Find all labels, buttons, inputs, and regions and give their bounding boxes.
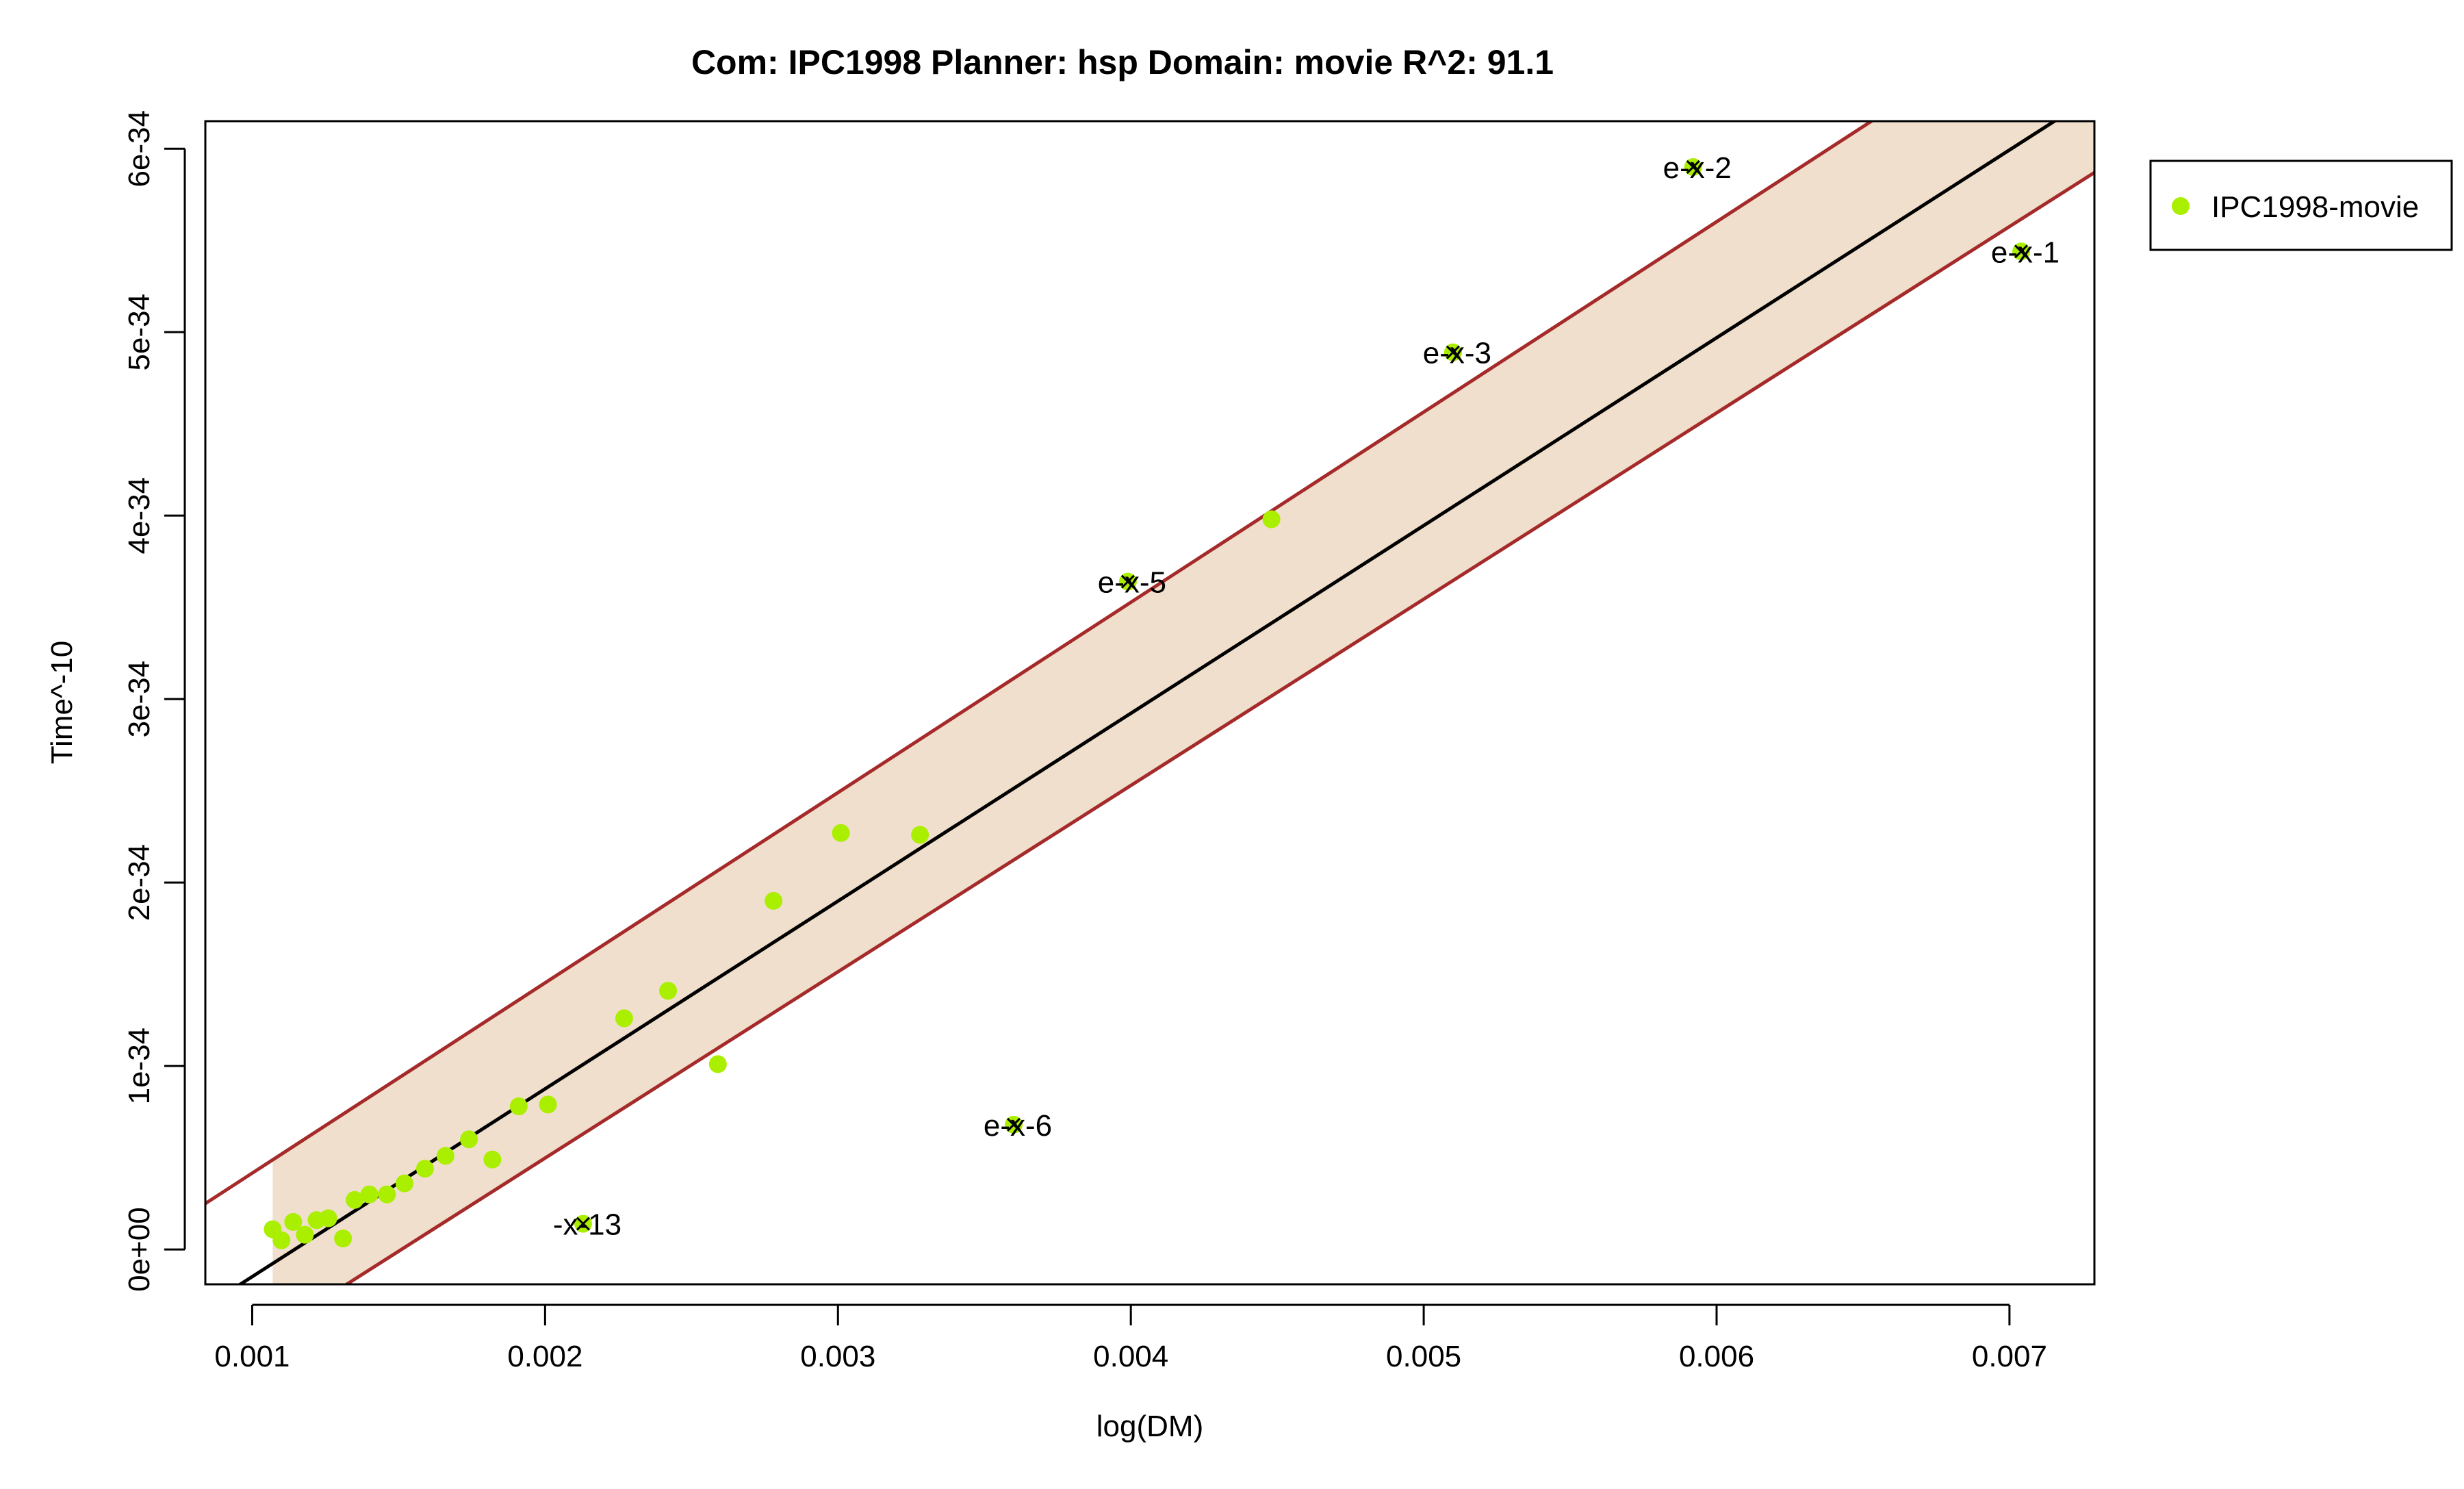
y-axis: 0e+00 1e-34 2e-34 3e-34 4e-34 5e-34 6e-34 (123, 110, 186, 1292)
data-point (460, 1130, 478, 1149)
outlier-annotation: e-x-1 (1991, 236, 2059, 269)
outlier-x-marker (1120, 574, 1135, 589)
outlier-label: e-x-1 (1991, 236, 2059, 269)
x-tick-label: 0.007 (1972, 1340, 2047, 1373)
data-point (483, 1150, 502, 1169)
data-point (765, 891, 783, 910)
x-tick-label: 0.003 (800, 1340, 875, 1373)
lower-band-line (343, 170, 2094, 1284)
legend-entry: IPC1998-movie (2211, 190, 2419, 224)
fit-line (237, 121, 2058, 1284)
data-point (615, 1009, 633, 1028)
x-tick-label: 0.005 (1386, 1340, 1461, 1373)
outlier-label: e-x-6 (984, 1109, 1052, 1143)
y-tick-label: 0e+00 (123, 1207, 156, 1292)
legend-box (2149, 160, 2453, 251)
data-point (509, 1097, 528, 1116)
x-tick-label: 0.001 (214, 1340, 290, 1373)
outlier-annotation: e-x-3 (1423, 337, 1491, 370)
upper-band-line (205, 121, 1875, 1206)
outlier-label: e-x-3 (1423, 337, 1491, 370)
data-point (659, 982, 678, 1000)
data-point (319, 1209, 337, 1227)
legend-marker (2172, 197, 2190, 215)
data-point (272, 1231, 291, 1249)
outlier-annotation: e-x-2 (1663, 151, 1732, 185)
data-point (708, 1055, 727, 1073)
x-tick-label: 0.004 (1093, 1340, 1168, 1373)
outlier-annotation: e-x-6 (984, 1109, 1052, 1143)
data-point (436, 1147, 454, 1165)
y-tick-label: 3e-34 (123, 661, 156, 738)
outlier-annotation: e-x-5 (1098, 566, 1166, 600)
outlier-label: e-x-5 (1098, 566, 1166, 600)
y-tick-label: 6e-34 (123, 110, 156, 188)
plot-frame (204, 120, 2096, 1286)
y-tick-label: 2e-34 (123, 844, 156, 921)
outlier-x-marker (576, 1217, 591, 1231)
band-fill (272, 121, 2094, 1284)
data-point (911, 826, 929, 844)
outlier-x-marker (1686, 160, 1700, 175)
data-point (284, 1212, 303, 1231)
data-point (378, 1185, 396, 1204)
prediction-band (205, 121, 2094, 1284)
data-point (296, 1225, 314, 1244)
data-point (415, 1160, 434, 1178)
data-point (346, 1191, 364, 1209)
y-tick-label: 4e-34 (123, 477, 156, 555)
data-point (1262, 510, 1281, 529)
data-point (360, 1185, 378, 1204)
data-point (334, 1230, 352, 1248)
outlier-label: e-x-2 (1663, 151, 1732, 185)
chart-title: Com: IPC1998 Planner: hsp Domain: movie … (691, 43, 1554, 81)
outlier-annotation: -x-13 (553, 1208, 621, 1242)
outlier-x-marker (1006, 1117, 1021, 1132)
data-point (395, 1174, 413, 1193)
y-tick-label: 1e-34 (123, 1028, 156, 1105)
data-point (539, 1095, 557, 1114)
outlier-x-marker (1446, 345, 1460, 359)
x-tick-label: 0.006 (1679, 1340, 1754, 1373)
x-axis-label: log(DM) (1096, 1410, 1203, 1443)
data-point (832, 824, 850, 842)
outlier-label: -x-13 (553, 1208, 621, 1242)
y-tick-label: 5e-34 (123, 294, 156, 371)
y-axis-label: Time^-10 (45, 641, 79, 764)
x-axis: 0.001 0.002 0.003 0.004 0.005 0.006 0.007 (214, 1303, 2047, 1373)
legend: IPC1998-movie (2149, 160, 2453, 251)
data-points: e-x-2 e-x-1 e-x-3 e-x-5 e-x-6 -x-13 (264, 151, 2059, 1249)
x-tick-label: 0.002 (507, 1340, 582, 1373)
outlier-x-marker (2014, 244, 2029, 259)
